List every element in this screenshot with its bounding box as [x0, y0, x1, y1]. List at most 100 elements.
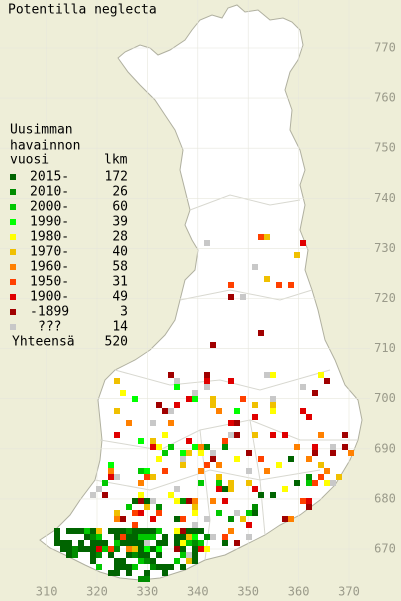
observation-square — [306, 504, 312, 510]
observation-square — [318, 474, 324, 480]
observation-square — [186, 396, 192, 402]
observation-square — [234, 540, 240, 546]
observation-square — [270, 432, 276, 438]
observation-square — [306, 474, 312, 480]
observation-square — [138, 540, 144, 546]
observation-square — [204, 534, 210, 540]
observation-square — [330, 450, 336, 456]
legend-label: 1960- — [30, 260, 69, 275]
observation-square — [150, 558, 156, 564]
observation-square — [162, 432, 168, 438]
observation-square — [162, 468, 168, 474]
observation-square — [138, 528, 144, 534]
observation-square — [312, 480, 318, 486]
observation-square — [234, 456, 240, 462]
observation-square — [204, 372, 210, 378]
observation-square — [114, 540, 120, 546]
observation-square — [84, 528, 90, 534]
observation-square — [108, 474, 114, 480]
observation-square — [132, 546, 138, 552]
observation-square — [252, 402, 258, 408]
legend-label: 1990- — [30, 215, 69, 230]
observation-square — [330, 444, 336, 450]
observation-square — [210, 402, 216, 408]
observation-square — [126, 504, 132, 510]
observation-square — [72, 546, 78, 552]
x-axis-label: 360 — [288, 585, 310, 599]
y-axis-label: 770 — [374, 41, 396, 55]
observation-square — [144, 576, 150, 582]
observation-square — [144, 552, 150, 558]
observation-square — [174, 486, 180, 492]
observation-square — [180, 462, 186, 468]
border — [189, 194, 301, 211]
observation-square — [138, 534, 144, 540]
observation-square — [270, 372, 276, 378]
observation-square — [126, 546, 132, 552]
observation-square — [210, 498, 216, 504]
observation-square — [240, 516, 246, 522]
observation-square — [108, 528, 114, 534]
observation-square — [210, 534, 216, 540]
observation-square — [192, 558, 198, 564]
observation-square — [204, 384, 210, 390]
observation-square — [78, 528, 84, 534]
legend-count: 58 — [112, 260, 128, 275]
legend-swatch — [10, 249, 16, 255]
observation-square — [132, 510, 138, 516]
y-axis-label: 690 — [374, 441, 396, 455]
observation-square — [240, 294, 246, 300]
observation-square — [108, 546, 114, 552]
observation-square — [126, 564, 132, 570]
observation-square — [96, 564, 102, 570]
y-axis-label: 680 — [374, 491, 396, 505]
legend-count: 14 — [112, 320, 128, 335]
observation-square — [282, 432, 288, 438]
observation-square — [120, 528, 126, 534]
legend-count: 60 — [112, 200, 128, 215]
observation-square — [258, 330, 264, 336]
legend-swatch — [10, 189, 16, 195]
observation-square — [162, 534, 168, 540]
observation-square — [306, 456, 312, 462]
observation-square — [108, 462, 114, 468]
y-axis-label: 750 — [374, 141, 396, 155]
observation-square — [174, 534, 180, 540]
observation-square — [174, 546, 180, 552]
legend-swatch — [10, 234, 16, 240]
observation-square — [180, 450, 186, 456]
observation-square — [126, 534, 132, 540]
observation-square — [54, 540, 60, 546]
observation-square — [120, 516, 126, 522]
observation-square — [186, 450, 192, 456]
observation-square — [258, 234, 264, 240]
observation-square — [198, 546, 204, 552]
observation-square — [174, 540, 180, 546]
observation-square — [234, 408, 240, 414]
observation-square — [198, 480, 204, 486]
observation-square — [156, 564, 162, 570]
observation-square — [264, 468, 270, 474]
observation-square — [168, 372, 174, 378]
observation-square — [66, 540, 72, 546]
observation-square — [126, 528, 132, 534]
observation-square — [216, 510, 222, 516]
observation-square — [246, 450, 252, 456]
observation-square — [180, 456, 186, 462]
observation-square — [180, 534, 186, 540]
observation-square — [114, 510, 120, 516]
observation-square — [132, 552, 138, 558]
x-axis-label: 370 — [338, 585, 360, 599]
observation-square — [228, 294, 234, 300]
observation-square — [96, 540, 102, 546]
observation-square — [102, 540, 108, 546]
observation-square — [138, 510, 144, 516]
border — [179, 289, 313, 301]
observation-square — [288, 282, 294, 288]
observation-square — [162, 450, 168, 456]
observation-square — [306, 498, 312, 504]
observation-square — [90, 534, 96, 540]
observation-square — [258, 456, 264, 462]
observation-square — [138, 498, 144, 504]
